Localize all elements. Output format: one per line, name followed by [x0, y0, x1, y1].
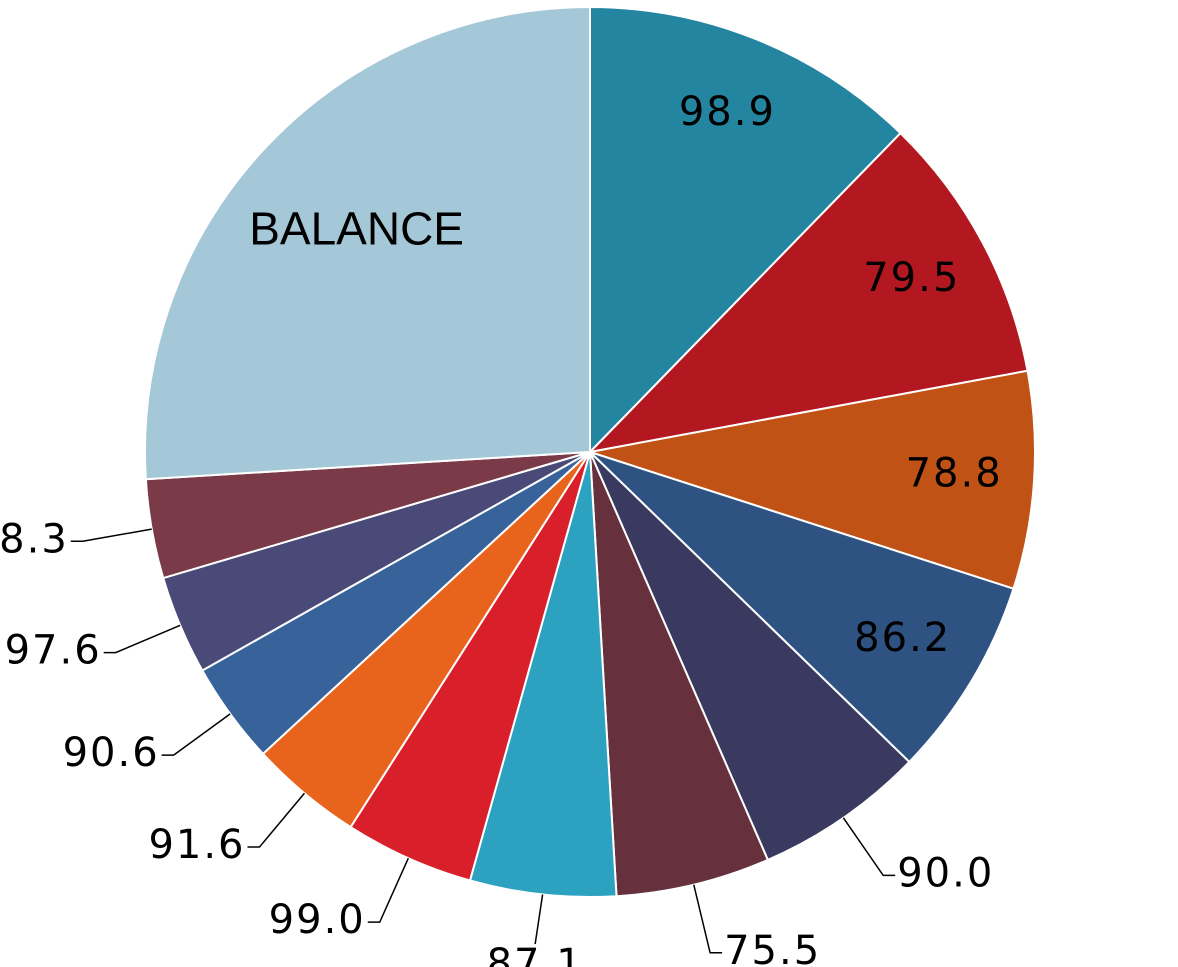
value-label: 98.9: [679, 89, 776, 135]
leader-line: [693, 884, 723, 954]
value-label: 79.5: [863, 255, 960, 301]
pie-slice: [589, 369, 1036, 590]
value-label: 97.6: [5, 628, 102, 674]
pie-slice: [589, 451, 770, 898]
value-label: 87.1: [487, 941, 584, 967]
value-label: 78.8: [906, 450, 1003, 496]
leader-line: [103, 624, 181, 654]
leader-line: [367, 857, 410, 923]
value-label: 86.2: [854, 615, 951, 661]
leader-line: [534, 894, 544, 945]
category-label: BALANCE: [249, 203, 464, 255]
leader-line: [70, 528, 152, 543]
value-label: 98.3: [0, 516, 69, 562]
pie-slice: [468, 451, 618, 898]
pie-slice: [587, 131, 1029, 454]
value-label: 90.6: [63, 730, 160, 776]
value-label: 91.6: [148, 822, 245, 868]
leader-line: [247, 792, 306, 848]
leader-line: [842, 817, 896, 877]
pie-slice: [144, 5, 591, 481]
leader-line: [161, 713, 231, 756]
value-label: 75.5: [724, 928, 821, 967]
pie-slice: [589, 5, 902, 455]
pie-slice: [589, 451, 1015, 764]
pie-slice: [589, 451, 911, 862]
value-label: 90.0: [897, 850, 994, 896]
value-label: 99.0: [269, 897, 366, 943]
